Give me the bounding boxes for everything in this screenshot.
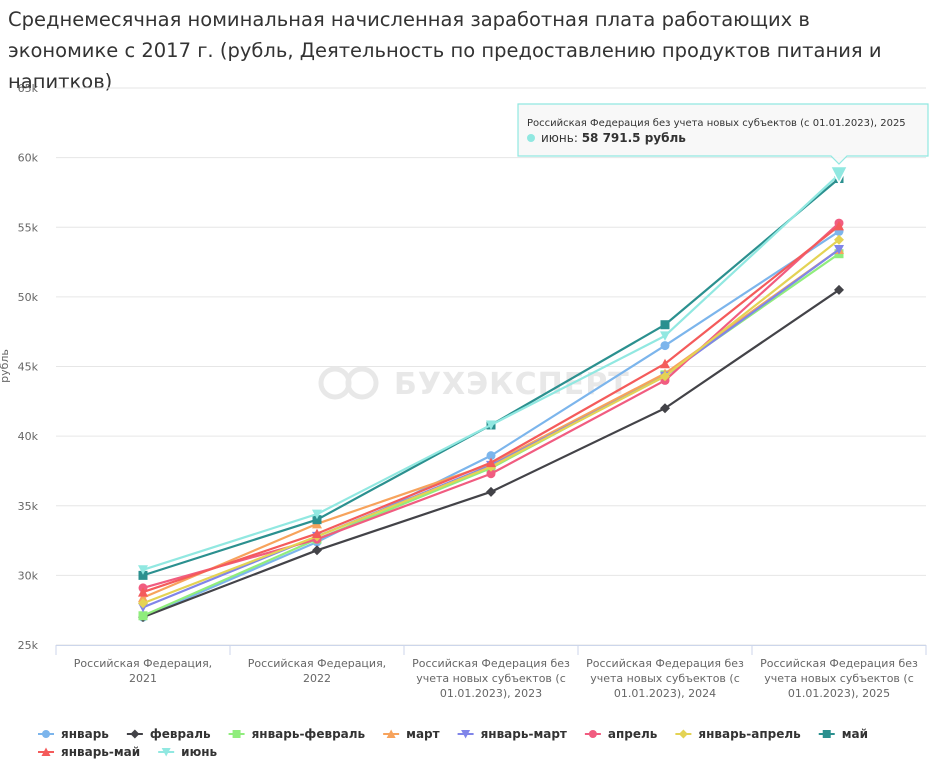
- data-point[interactable]: [41, 747, 51, 757]
- y-tick-label: 60k: [18, 152, 39, 165]
- data-point[interactable]: [660, 371, 670, 382]
- x-tick-label: Российская Федерация без учета новых субъ…: [412, 657, 570, 700]
- data-point[interactable]: [660, 403, 670, 414]
- legend-item[interactable]: январь-апрель: [675, 727, 801, 741]
- legend-label: январь: [61, 727, 109, 741]
- data-point[interactable]: [660, 341, 670, 351]
- data-point[interactable]: [161, 748, 171, 757]
- tooltip-value-text: июнь: 58 791.5 рубль: [541, 131, 686, 145]
- legend-item[interactable]: январь-март: [457, 727, 567, 741]
- data-point[interactable]: [138, 570, 148, 580]
- data-point[interactable]: [232, 730, 241, 738]
- legend-item[interactable]: январь: [38, 727, 109, 741]
- data-point[interactable]: [312, 515, 322, 525]
- data-point[interactable]: [138, 587, 148, 597]
- data-point[interactable]: [660, 331, 670, 341]
- y-tick-label: 45k: [18, 361, 39, 374]
- data-point[interactable]: [660, 358, 670, 369]
- y-axis-label: рубль: [0, 349, 11, 383]
- y-tick-label: 55k: [18, 221, 39, 234]
- chart-title: Среднемесячная номинальная начисленная з…: [8, 8, 882, 93]
- legend-item[interactable]: февраль: [126, 727, 211, 741]
- watermark-logo-icon: [318, 366, 352, 400]
- data-point[interactable]: [678, 729, 688, 739]
- data-point[interactable]: [834, 234, 844, 245]
- data-point[interactable]: [660, 320, 670, 330]
- series-line[interactable]: [142, 222, 840, 589]
- data-point[interactable]: [822, 730, 831, 738]
- legend-item[interactable]: июнь: [158, 745, 218, 759]
- legend-item[interactable]: апрель: [584, 727, 658, 741]
- legend-label: январь-февраль: [252, 727, 366, 741]
- x-tick-label: Российская Федерация без учета новых субъ…: [760, 657, 918, 700]
- series-9: [138, 220, 844, 597]
- watermark-logo-icon: [345, 366, 379, 400]
- tooltip-box: [517, 103, 929, 165]
- y-tick-label: 50k: [18, 291, 39, 304]
- legend-label: май: [842, 727, 868, 741]
- legend-item[interactable]: март: [383, 727, 440, 741]
- legend-label: январь-март: [481, 727, 567, 741]
- data-point[interactable]: [138, 598, 148, 609]
- data-point[interactable]: [486, 420, 496, 430]
- y-tick-label: 40k: [18, 430, 39, 443]
- data-point[interactable]: [138, 592, 148, 603]
- x-tick-label: Российская Федерация, 2021: [74, 657, 212, 685]
- x-tick-label: Российская Федерация без учета новых субъ…: [586, 657, 744, 700]
- data-point[interactable]: [42, 730, 50, 738]
- y-tick-label: 65k: [18, 82, 39, 95]
- data-point[interactable]: [834, 245, 844, 255]
- data-point[interactable]: [486, 457, 496, 468]
- tooltip: Российская Федерация без учета новых суб…: [517, 103, 929, 165]
- data-point[interactable]: [312, 528, 322, 539]
- data-point[interactable]: [486, 469, 496, 479]
- data-point[interactable]: [312, 545, 322, 556]
- legend-item[interactable]: январь-май: [38, 745, 140, 759]
- legend-label: январь-апрель: [698, 727, 801, 741]
- data-point[interactable]: [130, 729, 140, 739]
- x-tick-label: Российская Федерация, 2022: [248, 657, 386, 685]
- tooltip-series-dot-icon: [527, 134, 535, 142]
- legend-label: март: [406, 727, 439, 741]
- legend-item[interactable]: май: [818, 727, 868, 741]
- watermark-text: БУХЭКСПЕРТ: [394, 367, 630, 402]
- tooltip-header: Российская Федерация без учета новых суб…: [527, 118, 906, 129]
- legend: январь февраль январь-февраль март январь-ма…: [38, 727, 868, 759]
- data-point[interactable]: [461, 730, 471, 739]
- watermark: БУХЭКСПЕРТ: [318, 366, 630, 402]
- data-point[interactable]: [486, 486, 496, 497]
- legend-label: апрель: [608, 727, 658, 741]
- y-tick-label: 25k: [18, 639, 39, 652]
- data-point[interactable]: [138, 611, 148, 621]
- data-point[interactable]: [834, 220, 844, 231]
- data-point[interactable]: [312, 509, 322, 520]
- legend-label: январь-май: [61, 745, 140, 759]
- legend-label: февраль: [150, 727, 211, 741]
- y-tick-label: 35k: [18, 500, 39, 513]
- highlighted-point[interactable]: [829, 165, 849, 185]
- legend-item[interactable]: январь-февраль: [228, 727, 366, 741]
- data-point[interactable]: [386, 729, 396, 739]
- data-point[interactable]: [834, 284, 844, 295]
- legend-label: июнь: [181, 745, 217, 759]
- data-point[interactable]: [486, 451, 496, 461]
- data-point[interactable]: [138, 565, 148, 575]
- data-point[interactable]: [588, 730, 597, 738]
- y-tick-label: 30k: [18, 569, 39, 582]
